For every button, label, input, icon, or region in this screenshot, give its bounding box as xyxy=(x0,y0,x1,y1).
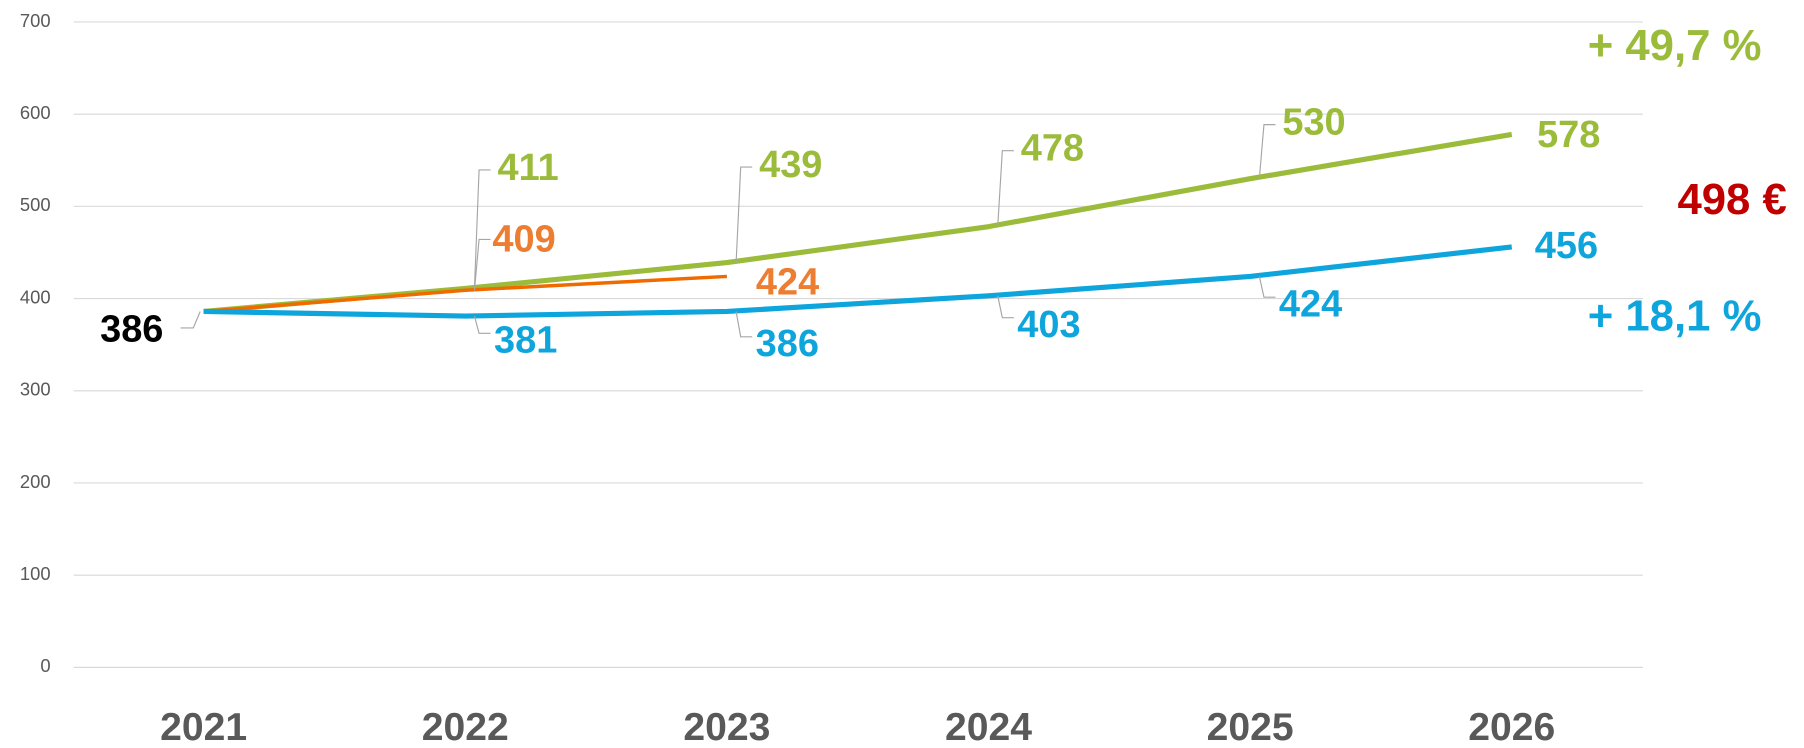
data-label: 411 xyxy=(497,147,558,189)
data-label: 386 xyxy=(100,308,163,350)
x-tick-label: 2022 xyxy=(422,706,509,748)
leader-line xyxy=(1258,124,1276,179)
data-label: 386 xyxy=(756,323,819,365)
data-label: 478 xyxy=(1021,128,1084,170)
leader-line xyxy=(180,311,201,329)
x-tick-label: 2024 xyxy=(945,706,1032,748)
series-line xyxy=(203,244,1513,319)
series-line xyxy=(203,274,727,314)
annotation: 498 € xyxy=(1677,175,1786,224)
data-label: 409 xyxy=(492,219,555,261)
leader-line xyxy=(473,238,491,291)
x-tick-label: 2025 xyxy=(1207,706,1294,748)
data-label: 424 xyxy=(1279,283,1342,325)
leader-line xyxy=(473,315,491,334)
data-label: 424 xyxy=(756,261,819,303)
leader-line xyxy=(997,295,1014,319)
y-tick-label: 300 xyxy=(20,379,51,400)
x-tick-label: 2021 xyxy=(160,706,247,748)
data-label: 530 xyxy=(1282,102,1345,144)
data-label: 403 xyxy=(1017,304,1080,346)
leader-line xyxy=(1258,276,1276,298)
y-tick-label: 600 xyxy=(20,102,51,123)
y-tick-label: 200 xyxy=(20,471,51,492)
y-tick-label: 500 xyxy=(20,194,51,215)
y-tick-label: 0 xyxy=(40,655,50,676)
y-tick-label: 700 xyxy=(20,10,51,31)
leader-line xyxy=(735,166,753,263)
data-label: 381 xyxy=(494,320,557,362)
data-label: 578 xyxy=(1537,114,1600,156)
annotation: + 18,1 % xyxy=(1588,291,1762,340)
leader-line xyxy=(997,150,1014,227)
x-tick-label: 2023 xyxy=(683,706,770,748)
leader-line xyxy=(473,169,491,289)
leader-line xyxy=(735,311,753,338)
x-tick-label: 2026 xyxy=(1468,706,1555,748)
y-tick-label: 100 xyxy=(20,563,51,584)
data-label: 456 xyxy=(1535,225,1598,267)
y-tick-label: 400 xyxy=(20,286,51,307)
annotation: + 49,7 % xyxy=(1588,21,1762,70)
data-label: 439 xyxy=(759,144,822,186)
